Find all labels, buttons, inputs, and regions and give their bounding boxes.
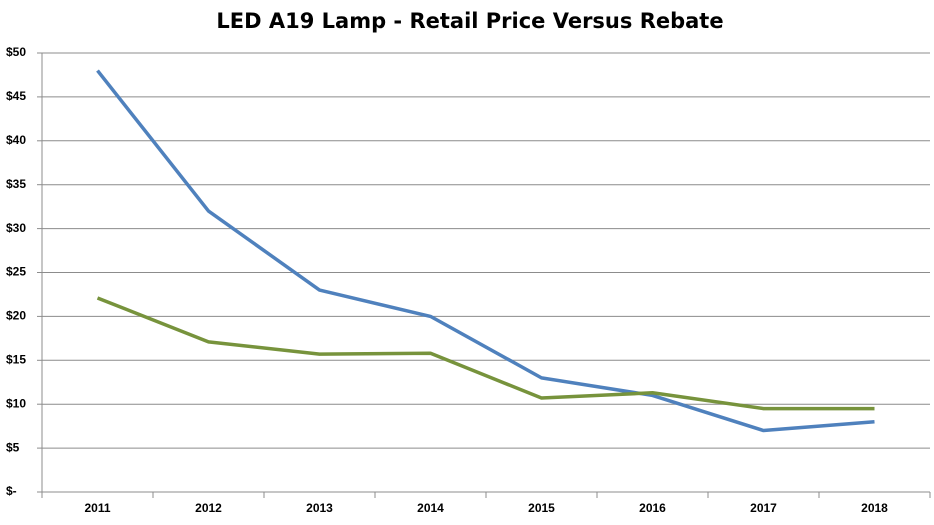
x-tick-label: 2016 <box>639 501 666 515</box>
y-tick-label: $40 <box>6 133 26 147</box>
chart-title: LED A19 Lamp - Retail Price Versus Rebat… <box>216 9 723 33</box>
x-tick-label: 2018 <box>861 501 888 515</box>
series-line <box>96 69 875 433</box>
y-tick-label: $15 <box>6 352 26 366</box>
y-tick-label: $20 <box>6 309 26 323</box>
x-tick-label: 2013 <box>306 501 333 515</box>
y-tick-label: $25 <box>6 265 26 279</box>
y-tick-label: $5 <box>6 440 20 454</box>
y-tick-label: $10 <box>6 396 26 410</box>
y-tick-label: $35 <box>6 177 26 191</box>
y-tick-label: $30 <box>6 221 26 235</box>
y-tick-label: $- <box>6 484 17 498</box>
y-tick-label: $50 <box>6 45 26 59</box>
y-tick-label: $45 <box>6 89 26 103</box>
series-line <box>96 296 875 411</box>
x-tick-label: 2017 <box>750 501 777 515</box>
x-tick-label: 2011 <box>84 501 110 515</box>
x-tick-label: 2015 <box>528 501 555 515</box>
x-tick-label: 2014 <box>417 501 444 515</box>
x-tick-label: 2012 <box>195 501 222 515</box>
